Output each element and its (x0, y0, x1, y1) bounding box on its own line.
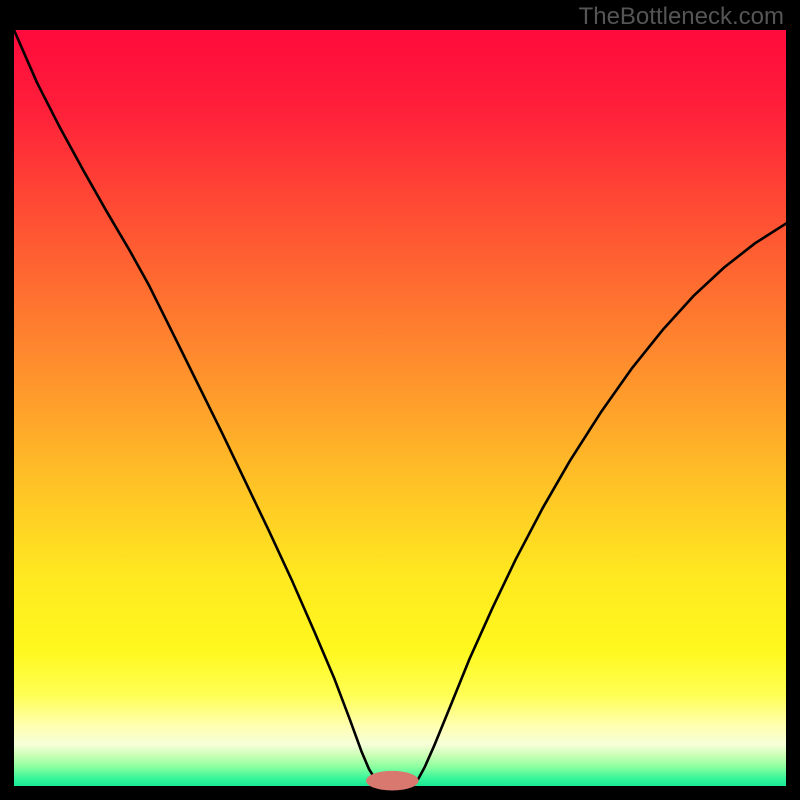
watermark-text: TheBottleneck.com (579, 3, 784, 31)
chart-stage: TheBottleneck.com (0, 0, 800, 800)
bottleneck-chart-svg (0, 0, 800, 800)
optimal-point-marker (366, 771, 418, 791)
plot-background (14, 30, 786, 786)
